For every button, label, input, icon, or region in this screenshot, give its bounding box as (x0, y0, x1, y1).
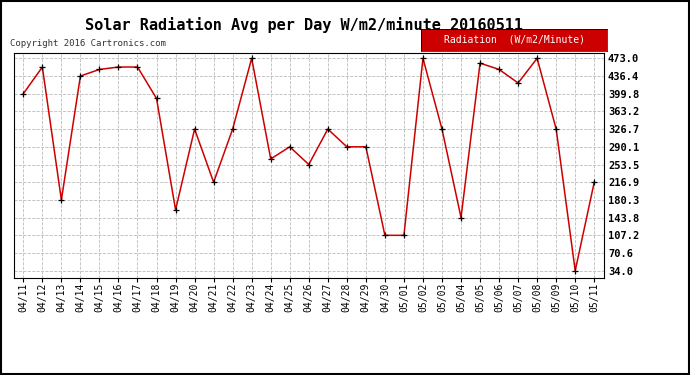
Text: Copyright 2016 Cartronics.com: Copyright 2016 Cartronics.com (10, 39, 166, 48)
Text: Solar Radiation Avg per Day W/m2/minute 20160511: Solar Radiation Avg per Day W/m2/minute … (85, 17, 522, 33)
Text: Radiation  (W/m2/Minute): Radiation (W/m2/Minute) (444, 35, 584, 45)
